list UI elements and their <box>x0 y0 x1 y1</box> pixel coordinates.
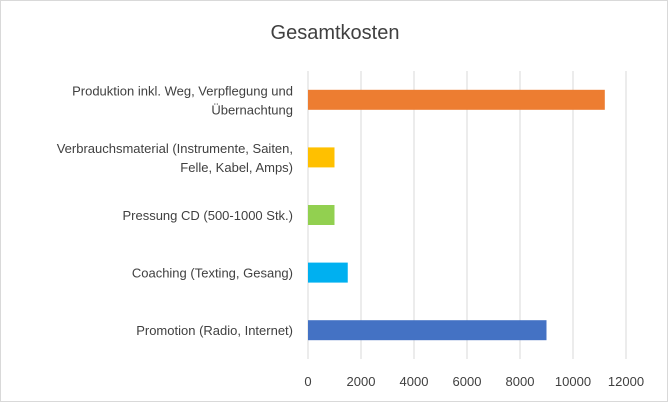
bar <box>308 147 335 168</box>
category-label: Verbrauchsmaterial (Instrumente, Saiten, <box>57 141 293 156</box>
category-label: Promotion (Radio, Internet) <box>136 323 293 338</box>
category-label: Coaching (Texting, Gesang) <box>132 266 293 281</box>
x-tick-label: 12000 <box>608 374 644 389</box>
category-labels: Produktion inkl. Weg, Verpflegung und Übe… <box>57 83 293 338</box>
category-label: Produktion inkl. Weg, Verpflegung und <box>72 83 293 98</box>
bar <box>308 89 605 110</box>
gridlines <box>307 71 627 359</box>
bar <box>308 262 348 283</box>
category-label: Pressung CD (500-1000 Stk.) <box>122 208 293 223</box>
chart-title: Gesamtkosten <box>271 22 400 44</box>
x-tick-label: 6000 <box>453 374 482 389</box>
bar <box>308 205 335 225</box>
bar <box>308 320 547 341</box>
x-tick-label: 0 <box>304 374 311 389</box>
x-tick-label: 8000 <box>506 374 535 389</box>
x-tick-labels: 0 2000 4000 6000 8000 10000 12000 <box>304 374 644 389</box>
category-label: Felle, Kabel, Amps) <box>180 160 293 175</box>
bars <box>308 89 605 341</box>
x-tick-label: 2000 <box>347 374 376 389</box>
category-label: Übernachtung <box>211 102 293 117</box>
x-tick-label: 10000 <box>555 374 591 389</box>
x-tick-label: 4000 <box>400 374 429 389</box>
